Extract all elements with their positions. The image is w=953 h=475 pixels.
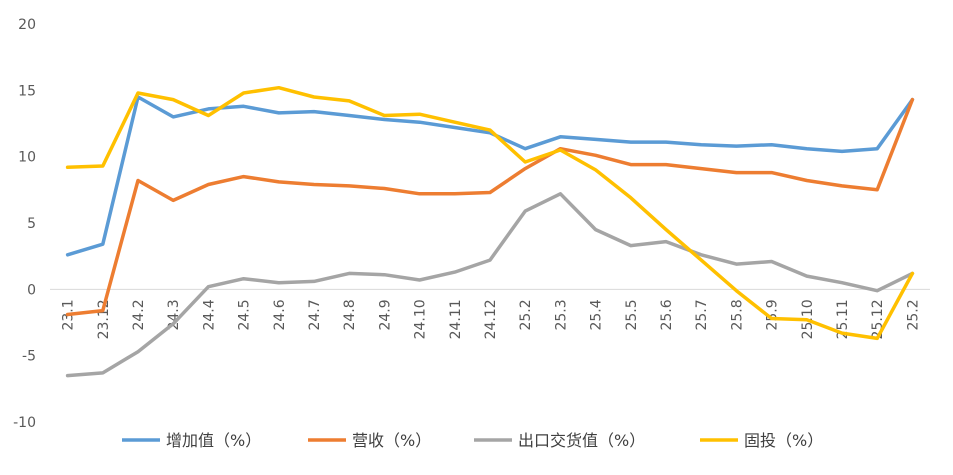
x-tick-label: 25.2	[518, 299, 534, 330]
x-tick-label: 24.9	[377, 299, 393, 330]
y-tick-label: -5	[22, 349, 36, 365]
x-axis-ticks: 23.1 23.12 24.2 24.3 24.4 24.5 24.6 24.7 24.8 24.…	[61, 299, 922, 339]
x-tick-label: 24.6	[272, 299, 288, 330]
y-axis-ticks: 20 15 10 5 0 -5 -10	[13, 17, 36, 431]
y-tick-label: 20	[18, 17, 36, 33]
x-tick-label: 25.6	[659, 299, 675, 330]
x-tick-label: 24.4	[201, 299, 217, 330]
series-lines	[65, 85, 915, 378]
y-tick-label: 10	[18, 150, 36, 166]
y-tick-label: 5	[27, 216, 36, 232]
x-tick-label: 24.5	[237, 299, 253, 330]
x-tick-label: 24.10	[413, 299, 429, 339]
x-tick-label: 25.4	[589, 299, 605, 330]
legend-label: 固投（%）	[744, 431, 823, 450]
y-tick-label: -10	[13, 415, 36, 431]
y-tick-label: 0	[27, 282, 36, 298]
x-tick-label: 24.2	[131, 299, 147, 330]
x-tick-label: 25.11	[835, 299, 851, 339]
series-line-4	[65, 85, 915, 341]
legend-label: 出口交货值（%）	[518, 431, 645, 450]
legend-label: 营收（%）	[352, 431, 431, 450]
legend-label: 增加值（%）	[166, 431, 261, 450]
x-tick-label: 25.5	[624, 299, 640, 330]
x-tick-label: 25.2	[905, 299, 921, 330]
x-tick-label: 25.8	[729, 299, 745, 330]
x-tick-label: 24.3	[166, 299, 182, 330]
x-tick-label: 25.9	[765, 299, 781, 330]
x-tick-label: 24.8	[342, 299, 358, 330]
series-line-1	[65, 95, 915, 257]
x-tick-label: 25.7	[694, 299, 710, 330]
y-tick-label: 15	[18, 83, 36, 99]
legend: 增加值（%） 营收（%） 出口交货值（%） 固投（%）	[122, 431, 823, 450]
x-tick-label: 24.7	[307, 299, 323, 330]
x-tick-label: 24.12	[483, 299, 499, 339]
series-line-2	[65, 97, 915, 317]
x-tick-label: 25.3	[553, 299, 569, 330]
series-line-3	[65, 192, 915, 378]
x-tick-label: 24.11	[448, 299, 464, 339]
